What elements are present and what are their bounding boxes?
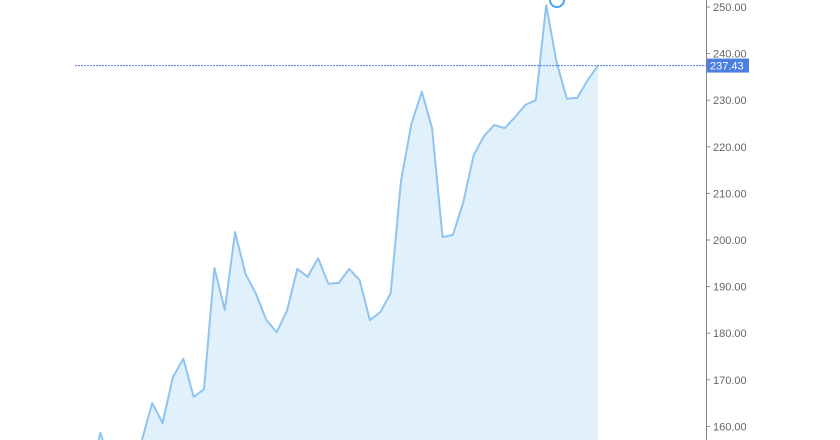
y-tick-label: 200.00 [713,235,747,247]
price-tag [707,58,749,73]
y-tick-label: 180.00 [713,328,747,340]
y-tick-label: 250.00 [713,2,747,14]
y-tick-label: 170.00 [713,375,747,387]
price-tag-label: 237.43 [710,61,744,73]
y-tick-label: 210.00 [713,188,747,200]
y-tick-label: 160.00 [713,421,747,433]
y-tick-label: 230.00 [713,95,747,107]
series-line [140,4,599,440]
y-tick-label: 240.00 [713,49,747,61]
marker-icon [549,0,565,8]
area-fill [90,5,598,440]
series-line [97,431,104,440]
y-tick-label: 220.00 [713,142,747,154]
y-tick-label: 190.00 [713,282,747,294]
